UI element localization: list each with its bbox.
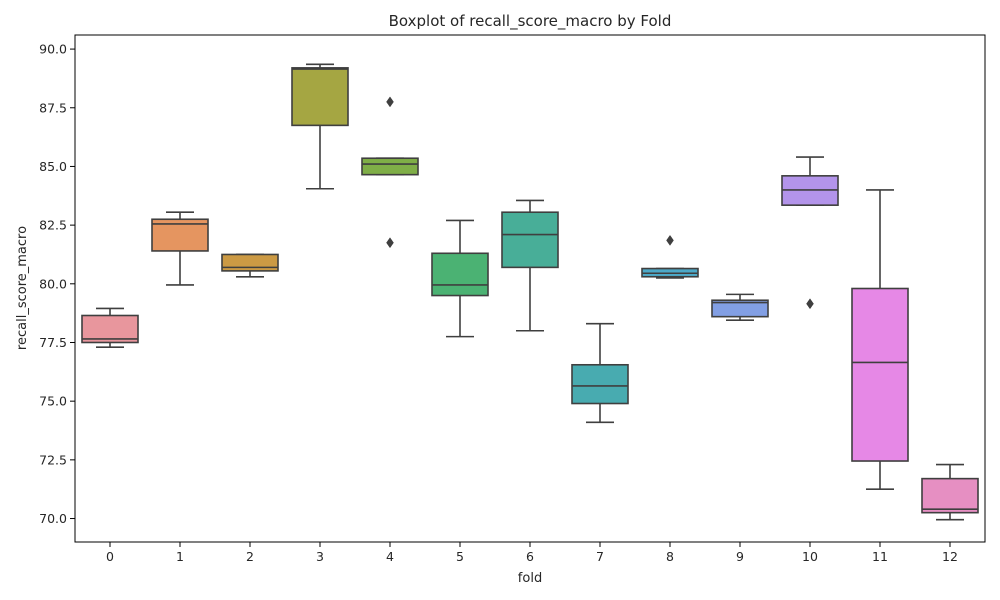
x-tick-label: 1 [176,549,184,564]
x-tick-label: 4 [386,549,394,564]
box-fold-2 [221,253,279,278]
box-fold-10 [781,156,839,310]
box-fold-12 [921,463,979,521]
y-tick-label: 75.0 [39,394,67,409]
box-iqr [291,67,349,127]
y-axis-title: recall_score_macro [15,226,30,350]
y-tick-label: 77.5 [39,335,67,350]
box-fold-5 [431,219,489,338]
y-tick-label: 72.5 [39,452,67,467]
y-tick-label: 82.5 [39,218,67,233]
chart-title: Boxplot of recall_score_macro by Fold [389,12,672,31]
plot-area [81,63,979,521]
y-tick-label: 90.0 [39,42,67,57]
y-tick-label: 85.0 [39,159,67,174]
x-axis: 0 1 2 3 4 5 6 7 8 9 10 11 12 [106,542,958,564]
box-iqr [711,299,769,318]
box-fold-7 [571,322,629,424]
outlier-point [806,298,814,310]
x-tick-label: 11 [872,549,888,564]
x-tick-label: 8 [666,549,674,564]
x-tick-label: 5 [456,549,464,564]
x-tick-label: 3 [316,549,324,564]
box-fold-3 [291,63,349,190]
box-iqr [851,287,909,462]
x-tick-label: 6 [526,549,534,564]
y-axis: 70.0 72.5 75.0 77.5 80.0 82.5 85.0 87.5 90.0 [39,42,75,526]
x-tick-label: 10 [802,549,818,564]
box-iqr [501,211,559,269]
outlier-point [386,237,394,249]
x-tick-label: 9 [736,549,744,564]
box-fold-11 [851,189,909,490]
box-iqr [571,363,629,405]
y-tick-label: 80.0 [39,276,67,291]
box-iqr [81,314,139,344]
outlier-point [666,234,674,246]
y-tick-label: 70.0 [39,511,67,526]
box-fold-6 [501,199,559,332]
x-axis-title: fold [518,571,542,586]
box-iqr [361,157,419,176]
box-fold-0 [81,307,139,348]
x-tick-label: 7 [596,549,604,564]
x-tick-label: 0 [106,549,114,564]
x-tick-label: 2 [246,549,254,564]
box-fold-1 [151,211,209,286]
box-fold-9 [711,293,769,321]
y-tick-label: 87.5 [39,100,67,115]
box-iqr [921,477,979,514]
box-fold-4 [361,96,419,249]
outlier-point [386,96,394,108]
box-fold-8 [641,234,699,279]
box-iqr [431,252,489,297]
x-tick-label: 12 [942,549,958,564]
box-iqr [221,253,279,272]
